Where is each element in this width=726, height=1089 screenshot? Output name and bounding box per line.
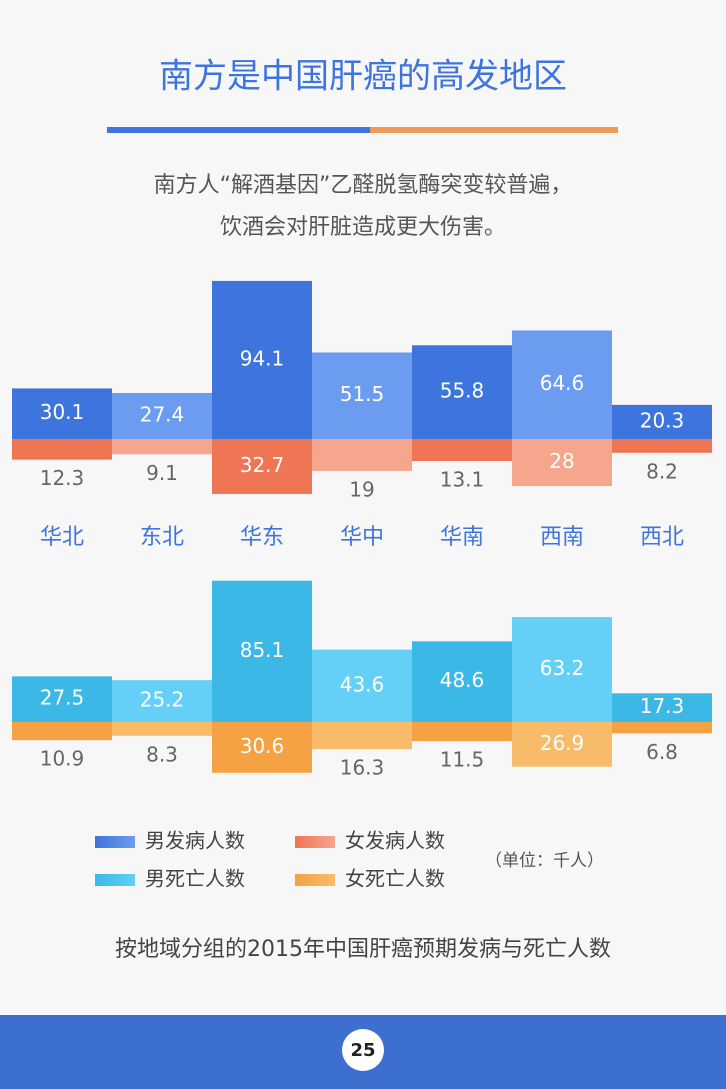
- bar: [612, 722, 712, 734]
- bar: [12, 439, 112, 460]
- legend-label: 女死亡人数: [345, 867, 445, 891]
- value-label: 51.5: [340, 382, 385, 406]
- subtitle: 饮酒会对肝脏造成更大伤害。: [220, 215, 506, 240]
- x-tick-label: 东北: [140, 525, 184, 550]
- value-label: 27.4: [140, 402, 185, 426]
- bar: [112, 392, 212, 439]
- legend-swatch: [95, 836, 135, 848]
- legend-label: 男死亡人数: [145, 867, 245, 891]
- page-number: 25: [350, 1040, 375, 1061]
- legend-label: 女发病人数: [345, 829, 445, 853]
- x-tick-label: 西南: [540, 525, 584, 550]
- bar: [412, 722, 512, 742]
- bar: [212, 439, 312, 494]
- bar: [412, 345, 512, 439]
- bar: [612, 693, 712, 722]
- value-label: 10.9: [40, 747, 85, 771]
- x-tick-label: 华东: [240, 525, 284, 550]
- value-label: 8.3: [146, 742, 178, 766]
- legend-label: 男发病人数: [145, 829, 245, 853]
- value-label: 17.3: [640, 694, 685, 718]
- x-tick-label: 华南: [440, 525, 484, 550]
- value-label: 16.3: [340, 756, 385, 780]
- value-label: 32.7: [240, 453, 285, 477]
- value-label: 11.5: [440, 748, 485, 772]
- value-label: 6.8: [646, 740, 678, 764]
- value-label: 30.6: [240, 734, 285, 758]
- bar: [612, 439, 712, 453]
- bar: [212, 280, 312, 439]
- bar: [312, 352, 412, 439]
- unit: （单位：千人）: [485, 851, 604, 871]
- legend-swatch: [295, 874, 335, 886]
- subtitle: 南方人“解酒基因”乙醛脱氢酶突变较普遍，: [154, 173, 573, 198]
- value-label: 63.2: [540, 656, 585, 680]
- bar: [512, 330, 612, 439]
- legend-swatch: [295, 836, 335, 848]
- bar: [612, 404, 712, 439]
- page-badge: [342, 1029, 384, 1071]
- bar: [412, 641, 512, 722]
- title-rule: [370, 127, 618, 133]
- value-label: 85.1: [240, 638, 285, 662]
- value-label: 28: [549, 449, 574, 473]
- value-label: 8.2: [646, 459, 678, 483]
- value-label: 19: [349, 477, 374, 501]
- value-label: 27.5: [40, 686, 85, 710]
- bar: [112, 680, 212, 722]
- value-label: 9.1: [146, 461, 178, 485]
- bar: [412, 439, 512, 462]
- x-tick-label: 西北: [640, 525, 684, 550]
- value-label: 25.2: [140, 688, 185, 712]
- x-tick-label: 华中: [340, 525, 384, 550]
- bar: [12, 388, 112, 439]
- bar: [512, 439, 612, 487]
- value-label: 26.9: [540, 731, 585, 755]
- bar: [212, 580, 312, 722]
- bar: [212, 722, 312, 773]
- bar: [312, 722, 412, 750]
- value-label: 43.6: [340, 672, 385, 696]
- value-label: 94.1: [240, 346, 285, 370]
- bar: [112, 722, 212, 736]
- caption: 按地域分组的2015年中国肝癌预期发病与死亡人数: [115, 937, 611, 962]
- bar: [12, 676, 112, 722]
- x-tick-label: 华北: [40, 525, 84, 550]
- bar: [12, 722, 112, 741]
- value-label: 48.6: [440, 668, 485, 692]
- bar: [512, 617, 612, 722]
- bar: [112, 439, 212, 455]
- value-label: 55.8: [440, 379, 485, 403]
- title: 南方是中国肝癌的高发地区: [159, 57, 567, 97]
- value-label: 12.3: [40, 466, 85, 490]
- legend-swatch: [95, 874, 135, 886]
- title-rule: [107, 127, 370, 133]
- value-label: 20.3: [640, 408, 685, 432]
- value-label: 13.1: [440, 468, 485, 492]
- value-label: 30.1: [40, 400, 85, 424]
- bar: [312, 439, 412, 471]
- bar: [512, 722, 612, 767]
- value-label: 64.6: [540, 371, 585, 395]
- bar: [312, 649, 412, 722]
